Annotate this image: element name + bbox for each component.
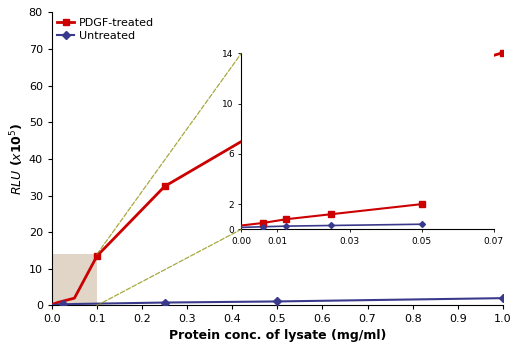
Y-axis label: $\it{RLU}$ ($x$10$^5$): $\it{RLU}$ ($x$10$^5$) bbox=[8, 123, 26, 195]
Legend: PDGF-treated, Untreated: PDGF-treated, Untreated bbox=[57, 18, 153, 41]
X-axis label: Protein conc. of lysate (mg/ml): Protein conc. of lysate (mg/ml) bbox=[168, 329, 386, 342]
Bar bbox=[52, 254, 97, 306]
